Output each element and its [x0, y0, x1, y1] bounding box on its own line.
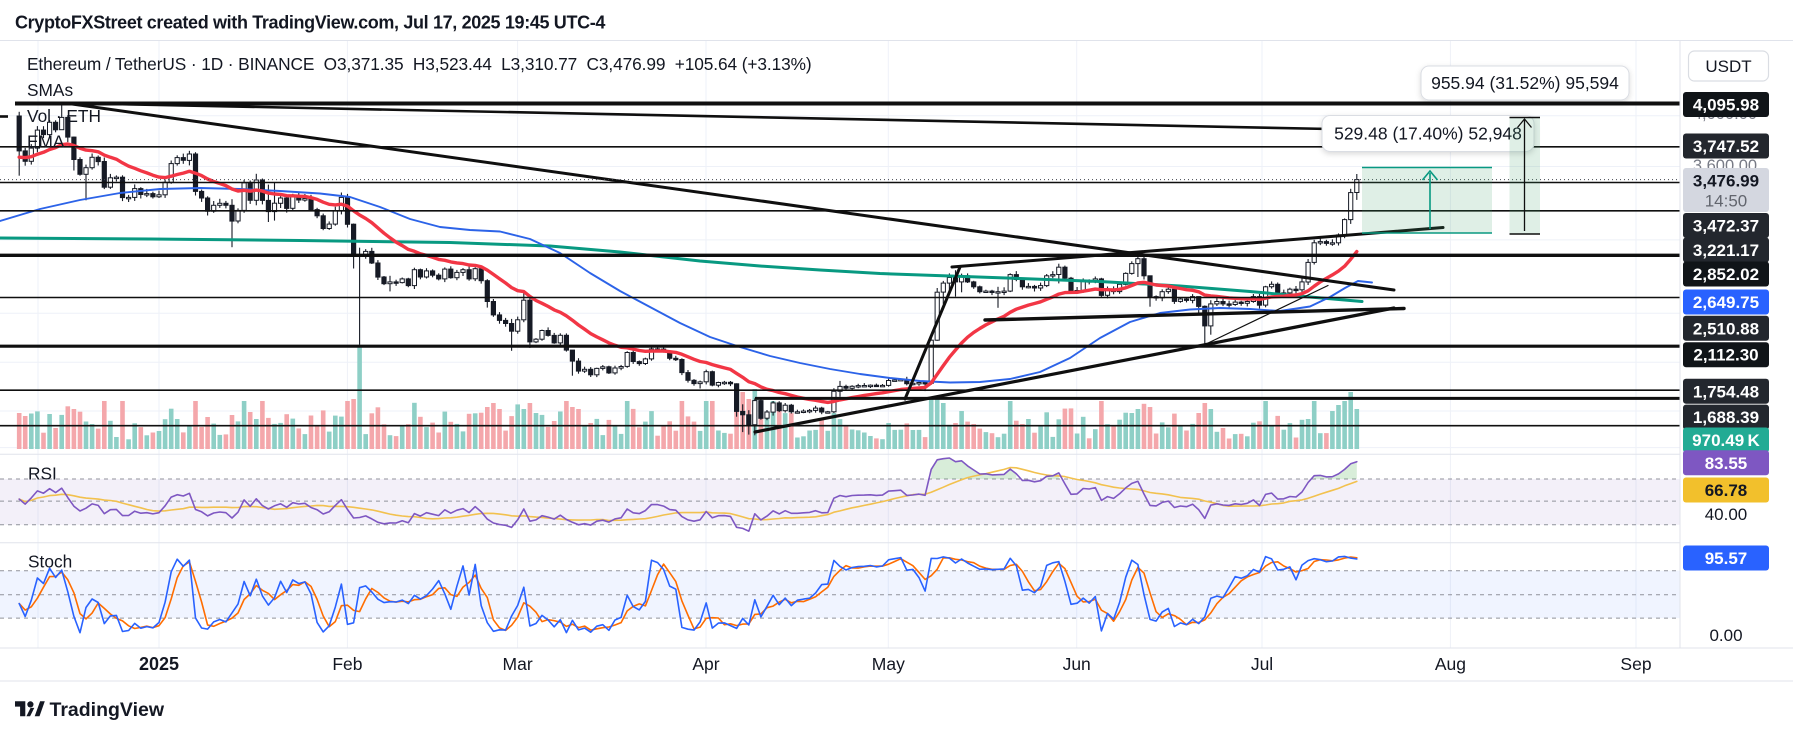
svg-text:Vol · ETH: Vol · ETH — [27, 106, 101, 126]
svg-text:2,649.75: 2,649.75 — [1693, 293, 1759, 312]
svg-text:Jul: Jul — [1251, 654, 1273, 674]
svg-text:14:50: 14:50 — [1705, 192, 1748, 211]
svg-text:1,754.48: 1,754.48 — [1693, 382, 1759, 401]
svg-text:2,852.02: 2,852.02 — [1693, 265, 1759, 284]
svg-text:CryptoFXStreet created with Tr: CryptoFXStreet created with TradingView.… — [15, 13, 605, 33]
svg-text:3,472.37: 3,472.37 — [1693, 217, 1759, 236]
svg-text:1,688.39: 1,688.39 — [1693, 408, 1759, 427]
svg-text:83.55: 83.55 — [1705, 454, 1748, 473]
svg-text:2,112.30: 2,112.30 — [1693, 346, 1758, 365]
svg-text:RSI: RSI — [28, 464, 57, 484]
svg-text:TradingView: TradingView — [50, 699, 165, 721]
svg-text:EMA: EMA — [27, 132, 65, 152]
svg-text:Aug: Aug — [1435, 654, 1466, 674]
svg-text:955.94 (31.52%) 95,594: 955.94 (31.52%) 95,594 — [1431, 73, 1619, 93]
svg-text:40.00: 40.00 — [1705, 505, 1748, 524]
svg-text:3,476.99: 3,476.99 — [1693, 172, 1759, 191]
svg-text:Stoch: Stoch — [28, 552, 72, 572]
svg-text:Apr: Apr — [692, 654, 719, 674]
svg-text:Jun: Jun — [1063, 654, 1091, 674]
svg-text:Ethereum / TetherUS · 1D · BIN: Ethereum / TetherUS · 1D · BINANCE O3,37… — [27, 54, 812, 74]
svg-text:2,510.88: 2,510.88 — [1693, 319, 1759, 338]
svg-text:529.48 (17.40%) 52,948: 529.48 (17.40%) 52,948 — [1334, 124, 1522, 144]
svg-text:0.00: 0.00 — [1709, 626, 1742, 645]
svg-text:3,747.52: 3,747.52 — [1693, 137, 1759, 156]
svg-text:SMAs: SMAs — [27, 80, 73, 100]
svg-text:May: May — [872, 654, 905, 674]
svg-text:66.78: 66.78 — [1705, 481, 1748, 500]
svg-text:Mar: Mar — [503, 654, 533, 674]
svg-text:4,095.98: 4,095.98 — [1693, 96, 1759, 115]
svg-text:2025: 2025 — [139, 654, 179, 674]
svg-text:Sep: Sep — [1620, 654, 1651, 674]
svg-text:970.49 K: 970.49 K — [1692, 431, 1760, 450]
svg-text:Feb: Feb — [332, 654, 362, 674]
svg-text:95.57: 95.57 — [1705, 549, 1748, 568]
svg-text:3,221.17: 3,221.17 — [1693, 241, 1759, 260]
svg-text:USDT: USDT — [1705, 57, 1751, 76]
